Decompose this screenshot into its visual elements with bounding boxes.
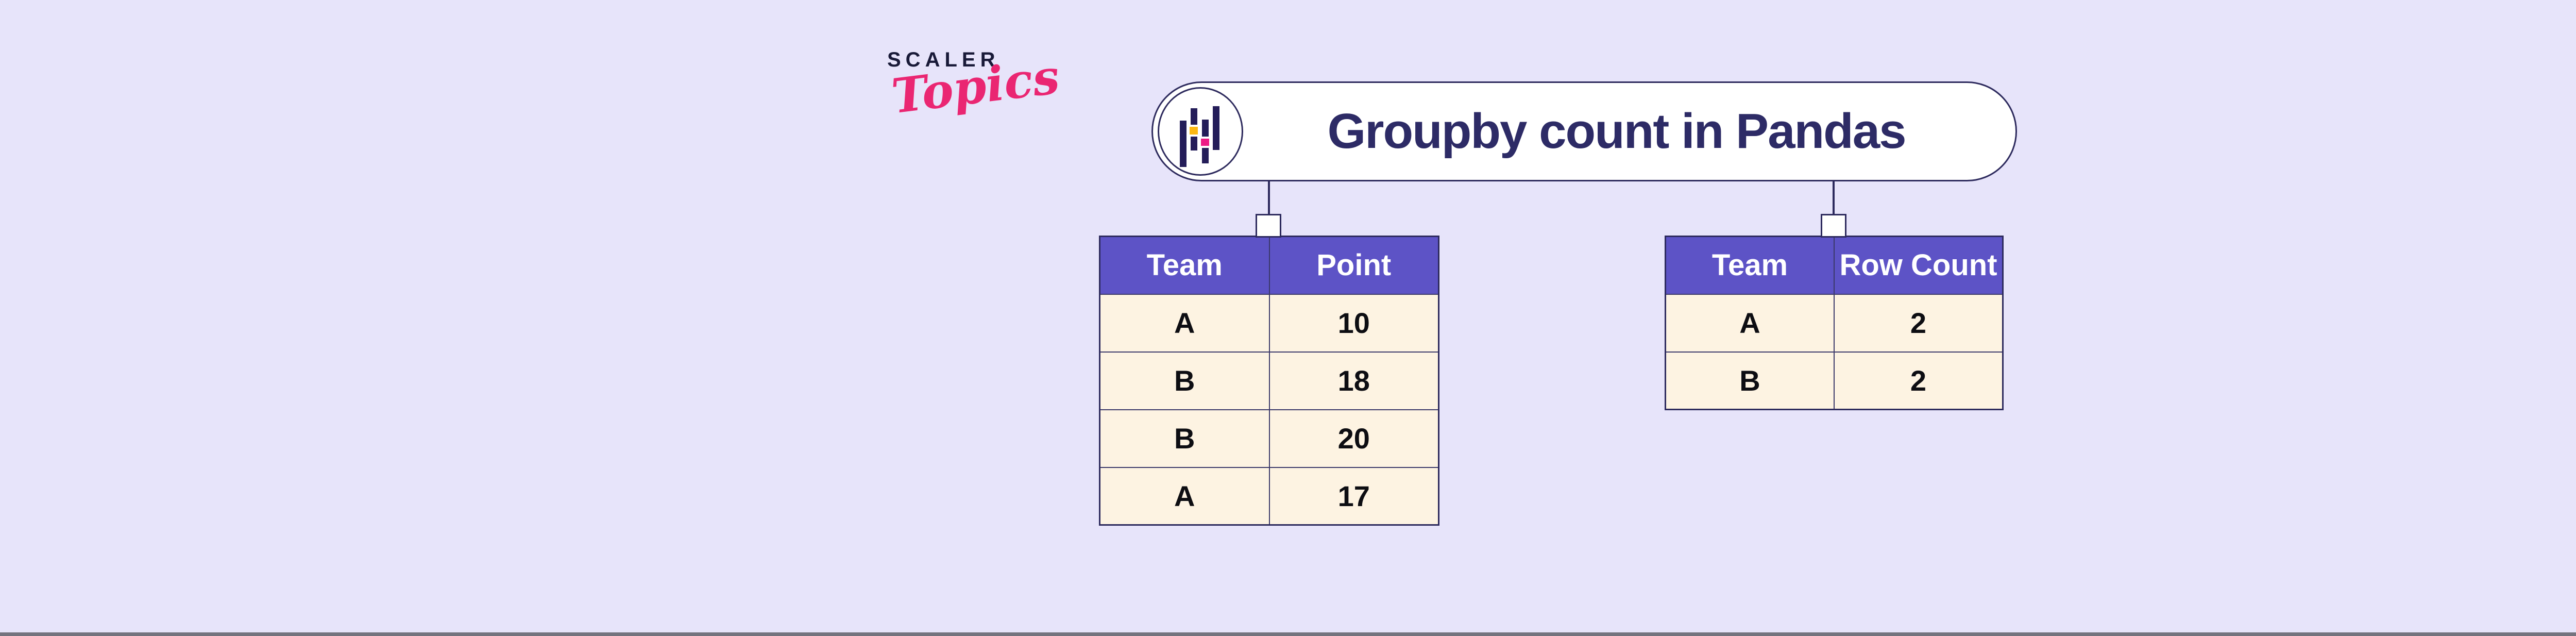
table-cell: 2 (1834, 293, 2004, 353)
connector-node-right (1821, 214, 1846, 238)
title-pill: Groupby count in Pandas (1151, 81, 2017, 181)
result-table: Team Row Count A 2 B 2 (1665, 236, 2004, 410)
connector-line-left (1268, 180, 1270, 215)
connector-line-right (1833, 180, 1835, 215)
bottom-bar (0, 632, 2576, 636)
scaler-topics-logo: SCALER Topics (887, 48, 1062, 124)
table-row: A 17 (1099, 466, 1439, 526)
table-row: B 20 (1099, 409, 1439, 468)
table-row: A 10 (1099, 293, 1439, 353)
table-header-row: Team Point (1099, 236, 1439, 295)
table-cell: 10 (1268, 293, 1439, 353)
scaler-brand-text: SCALER (887, 48, 1000, 71)
table-cell: 18 (1268, 351, 1439, 410)
table-cell: 17 (1268, 466, 1439, 526)
table-cell: 2 (1834, 351, 2004, 410)
table-cell: B (1099, 409, 1270, 468)
page-title: Groupby count in Pandas (1327, 104, 1906, 159)
bar-chart-logo-icon (1158, 87, 1243, 176)
table-row: A 2 (1665, 293, 2004, 353)
table-row: B 18 (1099, 351, 1439, 410)
column-header-team: Team (1665, 236, 1835, 295)
table-header-row: Team Row Count (1665, 236, 2004, 295)
table-row: B 2 (1665, 351, 2004, 410)
table-cell: A (1099, 466, 1270, 526)
table-cell: A (1665, 293, 1835, 353)
table-cell: B (1665, 351, 1835, 410)
table-cell: A (1099, 293, 1270, 353)
connector-node-left (1256, 214, 1281, 238)
source-table: Team Point A 10 B 18 B 20 A 17 (1099, 236, 1439, 526)
table-cell: B (1099, 351, 1270, 410)
table-cell: 20 (1268, 409, 1439, 468)
column-header-point: Point (1268, 236, 1439, 295)
column-header-row-count: Row Count (1834, 236, 2004, 295)
column-header-team: Team (1099, 236, 1270, 295)
